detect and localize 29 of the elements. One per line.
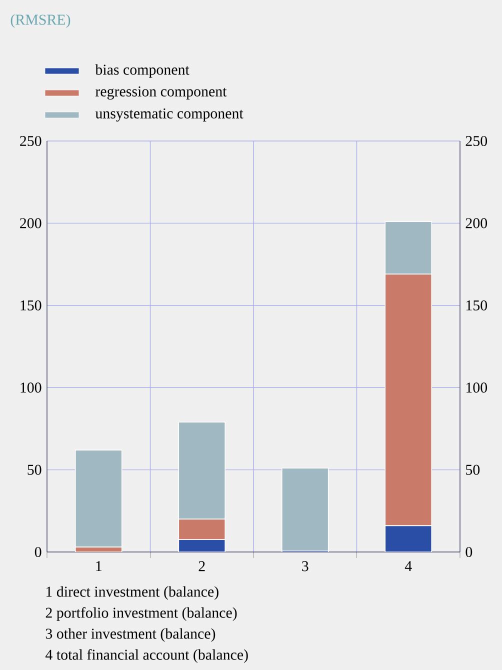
y-tick-label: 0 — [34, 546, 42, 558]
bar — [384, 525, 432, 552]
x-tick-label: 1 — [96, 561, 102, 572]
legend-label: regression component — [95, 86, 227, 100]
x-tick-label: 2 — [198, 561, 205, 572]
bar — [178, 518, 226, 540]
legend-label: unsystematic component — [95, 108, 244, 122]
y-tick-label: 200 — [20, 218, 42, 228]
y2-tick-label: 100 — [466, 382, 488, 393]
text: 1 direct investment (balance) — [46, 586, 218, 600]
y-tick-label: 100 — [20, 382, 42, 393]
text: 2 portfolio investment (balance) — [46, 607, 237, 621]
text: 3 other investment (balance) — [46, 628, 216, 642]
legend-label: bias component — [95, 64, 190, 78]
bar — [384, 274, 432, 526]
y-tick-label: 150 — [20, 300, 42, 310]
y2-tick-label: 50 — [466, 464, 480, 475]
bar — [178, 422, 226, 520]
text: 4 total financial account (balance) — [45, 649, 248, 663]
bar — [178, 540, 226, 552]
x-tick-label: 3 — [302, 561, 308, 572]
y2-tick-label: 0 — [466, 546, 472, 558]
x-tick-label: 4 — [404, 561, 412, 572]
y2-tick-label: 150 — [466, 300, 488, 310]
y-tick-label: 250 — [20, 136, 42, 146]
y2-tick-label: 250 — [466, 136, 488, 146]
y-tick-label: 50 — [28, 464, 42, 475]
chart-subtitle: (RMSRE) — [10, 14, 70, 28]
y2-tick-label: 200 — [466, 218, 488, 228]
